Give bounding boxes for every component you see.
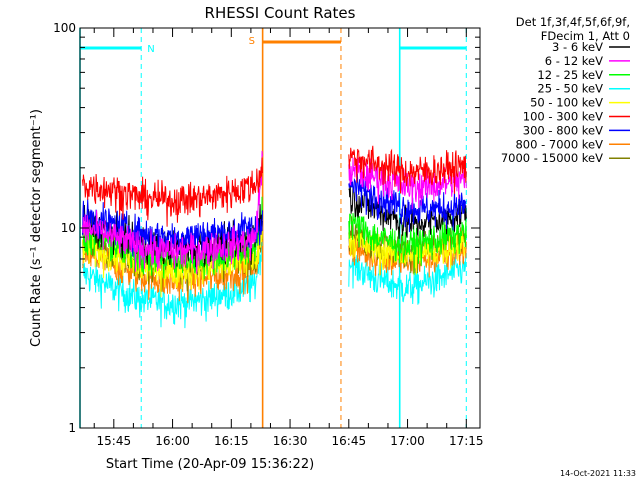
footer-timestamp: 14-Oct-2021 11:33 bbox=[560, 469, 636, 478]
legend-entry: 25 - 50 keV bbox=[537, 82, 630, 96]
series-layer bbox=[82, 145, 467, 329]
series-6-12keV bbox=[82, 150, 467, 275]
x-tick-label: 16:30 bbox=[273, 434, 308, 448]
y-tick-label: 1 bbox=[68, 421, 76, 435]
x-axis-label: Start Time (20-Apr-09 15:36:22) bbox=[106, 457, 314, 472]
legend-entry-label: 6 - 12 keV bbox=[545, 54, 603, 68]
legend-entry-label: 800 - 7000 keV bbox=[515, 137, 603, 151]
legend-entry: 12 - 25 keV bbox=[537, 68, 630, 82]
axes-layer: 1 10 100 15:45 16:00 16:15 16:30 16:45 17:00 17:1… bbox=[53, 21, 483, 448]
y-tick-label: 100 bbox=[53, 21, 76, 35]
legend-entry: 800 - 7000 keV bbox=[515, 137, 630, 151]
y-tick-label: 10 bbox=[61, 221, 76, 235]
annotation-label: S bbox=[249, 36, 255, 47]
legend-entry: 6 - 12 keV bbox=[545, 54, 630, 68]
legend-entry-label: 300 - 800 keV bbox=[523, 123, 603, 137]
legend-entry: 7000 - 15000 keV bbox=[501, 151, 630, 165]
series-100-300keV bbox=[82, 145, 467, 227]
x-tick-label: 15:45 bbox=[97, 434, 132, 448]
x-tick-label: 16:15 bbox=[214, 434, 249, 448]
legend-entry-label: 50 - 100 keV bbox=[530, 96, 603, 110]
series-line-segment-1 bbox=[348, 208, 467, 276]
series-line-segment-1 bbox=[348, 157, 467, 210]
x-tick-label: 16:00 bbox=[155, 434, 190, 448]
legend-entry-label: 100 - 300 keV bbox=[523, 110, 603, 124]
legend: Det 1f,3f,4f,5f,6f,9f, FDecim 1, Att 0 3… bbox=[501, 15, 630, 165]
legend-entry-label: 3 - 6 keV bbox=[552, 40, 603, 54]
legend-entry: 300 - 800 keV bbox=[523, 123, 630, 137]
x-tick-label: 17:15 bbox=[449, 434, 484, 448]
chart-title: RHESSI Count Rates bbox=[205, 4, 356, 22]
legend-entry: 3 - 6 keV bbox=[552, 40, 630, 54]
annotation-label: N bbox=[147, 44, 154, 55]
legend-entry: 50 - 100 keV bbox=[530, 96, 630, 110]
series-line-segment-0 bbox=[82, 157, 263, 227]
legend-header-line-1: Det 1f,3f,4f,5f,6f,9f, bbox=[516, 15, 630, 29]
legend-entry-label: 7000 - 15000 keV bbox=[501, 151, 603, 165]
legend-entry: 100 - 300 keV bbox=[523, 110, 630, 124]
x-tick-label: 17:00 bbox=[390, 434, 425, 448]
x-tick-label: 16:45 bbox=[332, 434, 367, 448]
legend-entry-label: 12 - 25 keV bbox=[537, 68, 603, 82]
series-line-segment-0 bbox=[82, 150, 263, 275]
series-line-segment-0 bbox=[82, 233, 263, 329]
legend-header-line-2: FDecim 1, Att 0 bbox=[541, 29, 630, 43]
legend-entry-label: 25 - 50 keV bbox=[537, 82, 603, 96]
series-line-segment-1 bbox=[348, 145, 467, 194]
y-axis-label: Count Rate (s⁻¹ detector segment⁻¹) bbox=[29, 109, 44, 347]
